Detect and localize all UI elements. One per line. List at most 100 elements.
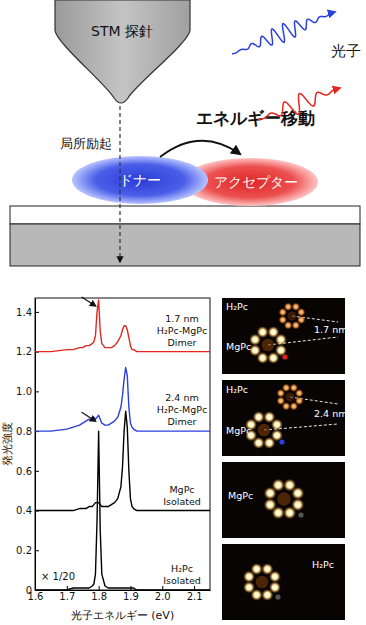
photon-red	[258, 88, 340, 120]
molecule-lobe	[292, 487, 305, 500]
molecule-center	[286, 393, 295, 402]
molecule	[249, 326, 287, 364]
donor	[72, 156, 208, 204]
molecule-lobe	[282, 384, 290, 392]
series-label: H₂Pc-MgPc	[157, 325, 208, 336]
image-background	[222, 544, 345, 620]
molecule-center	[256, 576, 269, 589]
series-label: Isolated	[163, 496, 201, 507]
tick-label: 0.4	[16, 505, 32, 516]
excitation-arrow	[119, 106, 120, 262]
transfer-arrow	[160, 141, 240, 157]
tick-label: 1.9	[123, 591, 139, 602]
tick-label: 1.7	[59, 591, 75, 602]
molecule-lobe	[290, 402, 298, 410]
tick-label: 2.1	[187, 591, 203, 602]
tick-mark	[35, 550, 39, 551]
substrate-layer	[10, 206, 360, 224]
molecule-lobe	[257, 326, 269, 338]
image-background	[222, 298, 345, 374]
tick: 0	[26, 585, 39, 596]
stm-image: H₂Pc MgPc 1.7 nm	[222, 298, 347, 374]
series-label: 2.4 nm	[165, 392, 198, 403]
series-label: 1.7 nm	[165, 313, 198, 324]
molecule-lobe	[284, 303, 292, 311]
molecule	[277, 384, 304, 411]
molecule	[264, 479, 304, 519]
series-label: Dimer	[168, 337, 197, 348]
tick-label: 0	[26, 585, 32, 596]
image-label: MgPc	[226, 341, 251, 352]
tick-label: 2.0	[155, 591, 171, 602]
image-label: H₂Pc	[226, 301, 248, 312]
chart: 1.61.71.81.92.02.100.20.40.60.81.01.21.4…	[1, 297, 211, 622]
molecule-lobe	[271, 419, 283, 431]
tick-mark	[99, 586, 100, 590]
tick-label: 0.6	[16, 466, 32, 477]
series-label: H₂Pc	[171, 563, 193, 574]
tick-label: 0.2	[16, 545, 32, 556]
plot-area	[35, 300, 210, 590]
stm-image: H₂Pc	[222, 544, 345, 620]
excitation-label: 局所励起	[60, 136, 112, 151]
spectrum-line	[35, 300, 210, 352]
series-label: MgPc	[169, 484, 194, 495]
spectrum-line	[35, 411, 210, 510]
tick: 2.0	[155, 586, 171, 602]
tick-label: 0.8	[16, 426, 32, 437]
molecule-lobe	[275, 334, 287, 346]
y-axis-title: 発光強度	[1, 422, 14, 466]
tick-label: 1.8	[91, 591, 107, 602]
molecule-lobe	[269, 571, 281, 583]
acceptor-label: アクセプター	[214, 174, 298, 190]
peak-arrow	[82, 297, 96, 306]
tip-position	[275, 594, 280, 599]
tick: 0.2	[16, 545, 39, 556]
tick: 2.1	[187, 586, 203, 602]
molecule-lobe	[261, 589, 273, 601]
donor-label: ドナー	[119, 172, 161, 188]
y-axis: 0 0.2 0.4 0.6 0.8 1.0 1.2 1.4	[16, 299, 39, 596]
photon-label: 光子	[331, 42, 361, 60]
annotation: × 1/20	[41, 571, 75, 582]
figure: STM 探針ドナーアクセプター局所励起エネルギー移動光子1.61.71.81.9…	[0, 0, 366, 625]
image-label: 2.4 nm	[314, 408, 347, 419]
molecule-lobe	[295, 389, 303, 397]
tip-position	[282, 354, 287, 359]
image-label: 1.7 nm	[314, 324, 347, 335]
stm-image: MgPc	[222, 462, 345, 538]
tick-mark	[35, 471, 39, 472]
tip-position	[298, 512, 303, 517]
y-axis-line	[35, 299, 36, 591]
molecule	[243, 563, 281, 601]
transfer-label: エネルギー移動	[196, 108, 315, 128]
molecule-center	[258, 424, 271, 437]
molecule-lobe	[251, 563, 263, 575]
molecule-lobe	[283, 507, 296, 520]
molecule-lobe	[272, 479, 285, 492]
spectrum-line	[35, 368, 210, 432]
molecule	[279, 303, 306, 330]
spectrum-line	[35, 431, 210, 590]
molecule-lobe	[253, 411, 265, 423]
molecule-lobe	[243, 581, 255, 593]
tick-mark	[35, 391, 39, 392]
tick: 1.4	[16, 307, 39, 318]
molecule-lobe	[263, 437, 275, 449]
photon-blue	[232, 12, 335, 54]
molecule-lobe	[264, 498, 277, 511]
tick: 1.8	[91, 586, 107, 602]
tick-mark	[35, 312, 39, 313]
image-label: MgPc	[228, 490, 253, 501]
tick: 1.0	[16, 386, 39, 397]
stm-image: H₂PcMgPc2.4 nm	[222, 380, 347, 456]
molecule-lobe	[297, 308, 305, 316]
plot-frame	[35, 298, 210, 590]
series-label: Isolated	[163, 575, 201, 586]
series-label: Dimer	[168, 416, 197, 427]
molecule-lobe	[267, 352, 279, 364]
tick-label: 1.2	[16, 346, 32, 357]
series-label: H₂Pc-MgPc	[157, 404, 208, 415]
diagram: STM 探針ドナーアクセプター局所励起エネルギー移動光子	[10, 0, 361, 266]
x-axis-title: 光子エネルギー (eV)	[71, 609, 174, 622]
